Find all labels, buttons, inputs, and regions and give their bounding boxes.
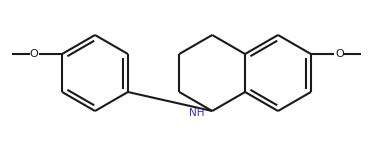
Text: O: O (29, 49, 38, 59)
Text: O: O (335, 49, 344, 59)
Text: NH: NH (189, 108, 204, 118)
